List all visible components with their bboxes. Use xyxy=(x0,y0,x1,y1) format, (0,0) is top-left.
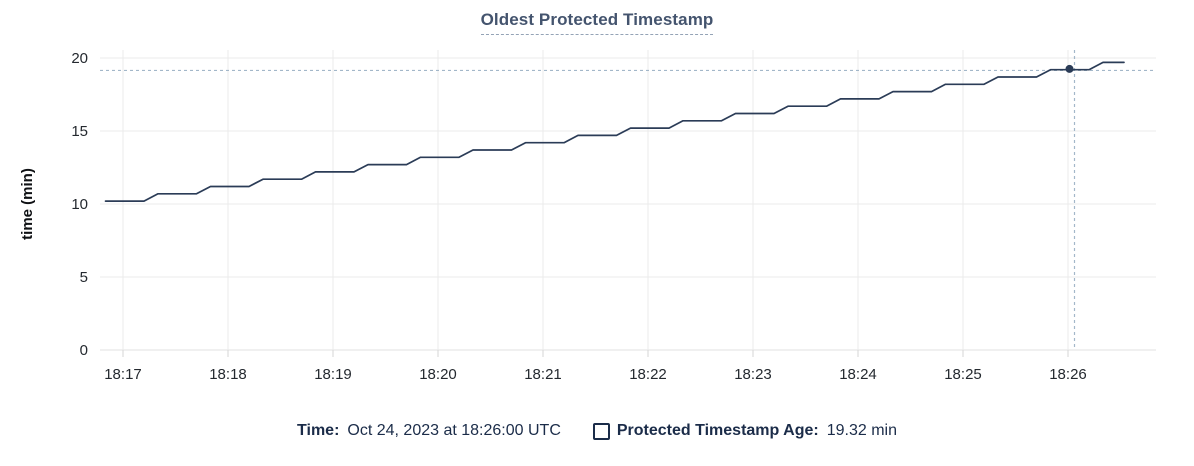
series-label: Protected Timestamp Age: xyxy=(616,422,819,439)
time-value: Oct 24, 2023 at 18:26:00 UTC xyxy=(347,422,561,439)
gridlines xyxy=(100,50,1156,357)
series-line xyxy=(104,61,1125,202)
svg-text:18:24: 18:24 xyxy=(839,366,877,383)
svg-text:18:21: 18:21 xyxy=(524,366,562,383)
svg-text:0: 0 xyxy=(80,342,88,359)
series-toggle-checkbox[interactable] xyxy=(592,422,610,440)
svg-text:18:25: 18:25 xyxy=(944,366,982,383)
svg-text:15: 15 xyxy=(71,123,88,140)
svg-text:18:20: 18:20 xyxy=(419,366,457,383)
svg-text:18:19: 18:19 xyxy=(314,366,352,383)
title-row: Oldest Protected Timestamp xyxy=(0,10,1194,35)
x-tick-labels: 18:17 18:18 18:19 18:20 18:21 18:22 18:23 18:24… xyxy=(104,366,1087,383)
chart-legend: Time: Oct 24, 2023 at 18:26:00 UTC Prote… xyxy=(0,422,1194,440)
svg-text:5: 5 xyxy=(80,269,88,286)
svg-text:18:18: 18:18 xyxy=(209,366,247,383)
svg-text:18:17: 18:17 xyxy=(104,366,142,383)
chart-title[interactable]: Oldest Protected Timestamp xyxy=(480,10,714,35)
svg-text:18:23: 18:23 xyxy=(734,366,772,383)
svg-text:10: 10 xyxy=(71,196,88,213)
svg-text:18:26: 18:26 xyxy=(1049,366,1087,383)
y-axis-label: time (min) xyxy=(19,168,36,240)
y-tick-labels: 0 5 10 15 20 xyxy=(71,50,88,359)
hover-point-marker xyxy=(1065,64,1074,73)
svg-text:18:22: 18:22 xyxy=(629,366,667,383)
svg-text:20: 20 xyxy=(71,50,88,67)
series-value: 19.32 min xyxy=(826,422,897,439)
time-label: Time: xyxy=(297,422,340,439)
